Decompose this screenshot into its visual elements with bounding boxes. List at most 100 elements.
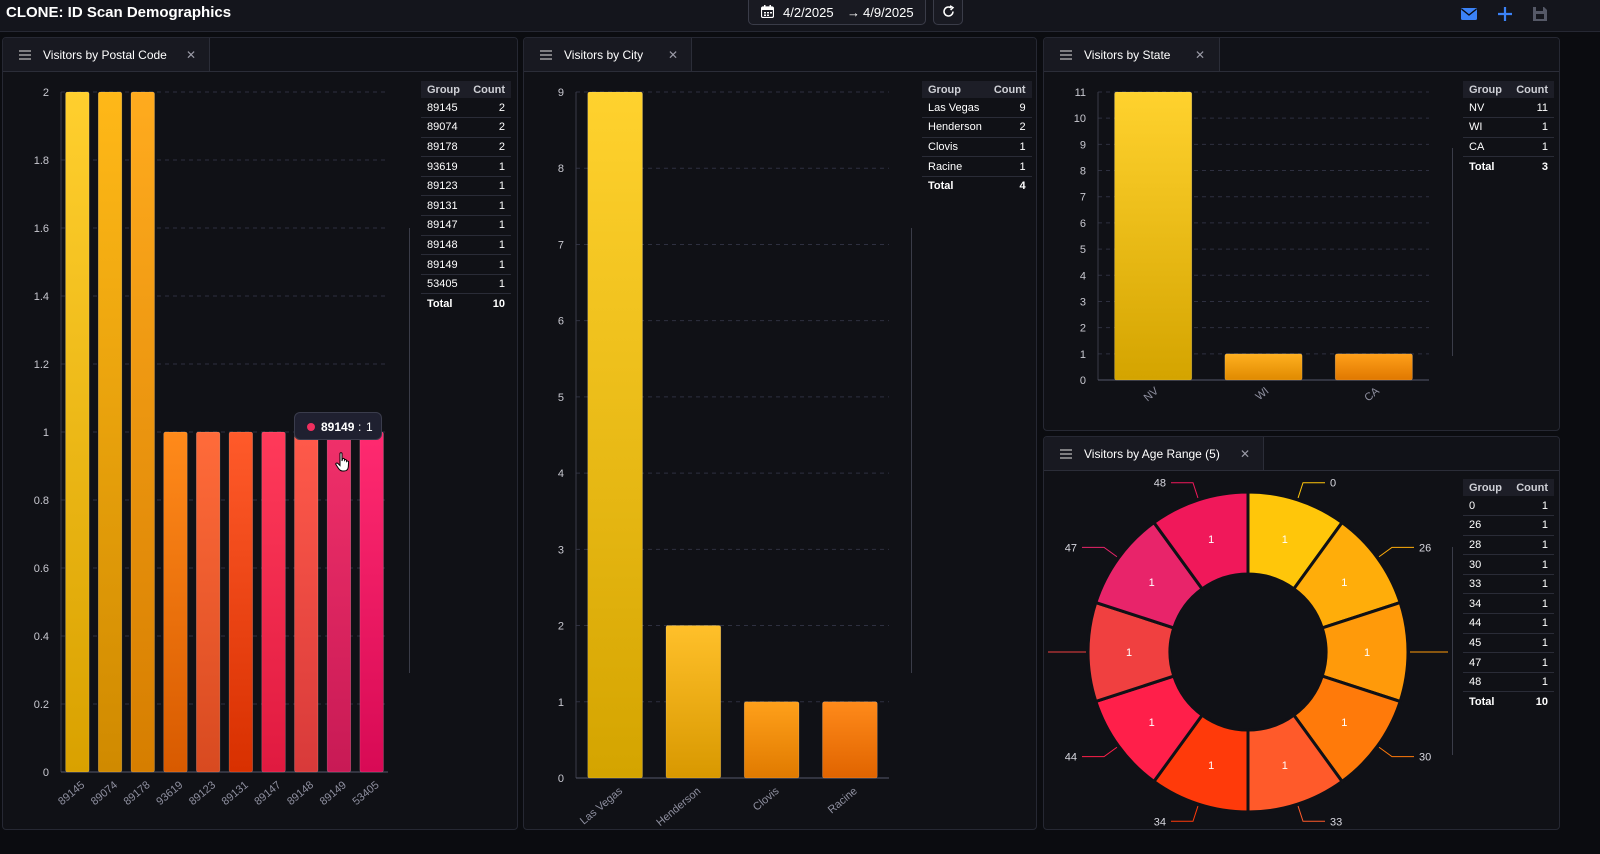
cell-group: 89074 [421,117,467,138]
table-row: WI 1 [1463,117,1554,138]
refresh-button[interactable] [933,0,963,25]
close-icon[interactable]: ✕ [1240,447,1251,461]
y-tick-label: 0.6 [34,563,49,575]
cell-group: 48 [1463,672,1510,693]
col-group: Group [922,81,988,98]
x-tick-label: 89131 [220,779,251,808]
city-bar-chart: 0 1 2 3 4 5 6 7 8 9 Las Vegas Henderson Clovis Racine [558,87,889,829]
x-tick-label: 89178 [122,779,153,808]
slice-value-label: 1 [1282,534,1288,546]
cell-group: 89123 [421,176,467,197]
tab-postal-code[interactable]: Visitors by Postal Code ✕ [3,38,210,72]
cell-group: 26 [1463,515,1510,536]
cell-group: Total [1469,160,1495,173]
x-tick-label: 89145 [56,779,87,808]
hamburger-icon[interactable] [1060,449,1072,459]
save-icon[interactable] [1529,3,1551,25]
tab-city[interactable]: Visitors by City ✕ [524,38,692,72]
table-total-row: Total 3 [1463,157,1554,177]
close-icon[interactable]: ✕ [186,48,197,62]
mail-icon[interactable] [1458,3,1480,25]
x-tick-label: Clovis [751,785,782,814]
scrollbar[interactable] [1452,148,1453,356]
table-row: 89147 1 [421,215,511,236]
x-tick-label: CA [1362,385,1382,404]
close-icon[interactable]: ✕ [668,48,679,62]
x-tick-label: Las Vegas [578,785,625,828]
cell-count: 1 [466,235,511,256]
y-tick-label: 8 [1080,166,1086,178]
y-tick-label: 1 [558,697,564,709]
hamburger-icon[interactable] [540,50,552,60]
y-tick-label: 1.4 [34,291,49,303]
scrollbar[interactable] [409,228,410,673]
bar [665,625,722,779]
y-tick-label: 8 [558,163,564,175]
y-tick-label: 1.8 [34,155,49,167]
col-count: Count [1509,479,1554,496]
cell-count: 1 [1509,633,1554,654]
y-tick-label: 5 [558,392,564,404]
cell-group: 89145 [421,98,467,119]
bar [1224,353,1303,381]
x-tick-label: 93619 [154,779,185,808]
panel-title: Visitors by Age Range (5) [1084,447,1220,461]
slice-outer-label: 34 [1154,816,1166,828]
table-row: 33 1 [1463,574,1554,595]
age-table: Group Count 0 1 26 1 28 1 30 1 33 1 34 1 44 1 45 1 47 1 48… [1463,479,1554,712]
slice-outer-label: 47 [1065,542,1077,554]
leader-line [1170,482,1199,499]
bar [294,431,319,773]
table-row: 89178 2 [421,137,511,158]
cell-count: 1 [987,156,1032,177]
cell-group: 89148 [421,235,467,256]
x-tick-label: Racine [826,785,860,816]
cell-group: Henderson [922,117,988,138]
table-row: 30 1 [1463,554,1554,575]
y-tick-label: 10 [1074,113,1086,125]
hamburger-icon[interactable] [1060,50,1072,60]
scrollbar[interactable] [1452,547,1453,755]
table-row: 44 1 [1463,613,1554,634]
slice-outer-label: 44 [1065,752,1077,764]
leader-line [1081,746,1118,758]
table-row: Racine 1 [922,156,1032,177]
y-tick-label: 0 [1080,375,1086,387]
y-tick-label: 0.4 [34,631,49,643]
cell-count: 1 [466,156,511,177]
x-tick-label: 89123 [187,779,218,808]
cell-group: Racine [922,156,988,177]
cell-count: 1 [1509,515,1554,536]
hand-cursor-icon [335,452,350,472]
table-row: CA 1 [1463,137,1554,158]
cell-group: Las Vegas [922,98,988,119]
x-tick-label: Henderson [654,785,703,829]
scrollbar[interactable] [911,228,912,673]
y-tick-label: 0 [558,773,564,785]
y-tick-label: 2 [1080,323,1086,335]
cell-group: 93619 [421,156,467,177]
postal-table: Group Count 89145 2 89074 2 89178 2 93619 1 8912… [421,81,511,314]
hamburger-icon[interactable] [19,50,31,60]
table-row: 93619 1 [421,156,511,177]
cell-count: 1 [1509,613,1554,634]
tab-state[interactable]: Visitors by State ✕ [1044,38,1220,72]
leader-line [1378,746,1415,758]
y-tick-label: 9 [1080,139,1086,151]
cell-group: NV [1463,98,1510,119]
slice-outer-label: 26 [1419,542,1431,554]
y-tick-label: 1.2 [34,359,49,371]
state-bar-chart: 0 1 2 3 4 5 6 7 8 9 10 11 NV WI CA [1074,87,1429,404]
cell-group: WI [1463,117,1510,138]
slice-value-label: 1 [1126,647,1132,659]
bar [326,431,352,773]
cell-group: Total [1469,695,1495,708]
close-icon[interactable]: ✕ [1195,48,1206,62]
tab-age-range[interactable]: Visitors by Age Range (5) ✕ [1044,437,1264,471]
plus-icon[interactable] [1494,3,1516,25]
cell-count: 1 [466,195,511,217]
date-range-picker[interactable]: 4/2/2025 → 4/9/2025 [748,0,926,25]
table-row: 89148 1 [421,235,511,256]
